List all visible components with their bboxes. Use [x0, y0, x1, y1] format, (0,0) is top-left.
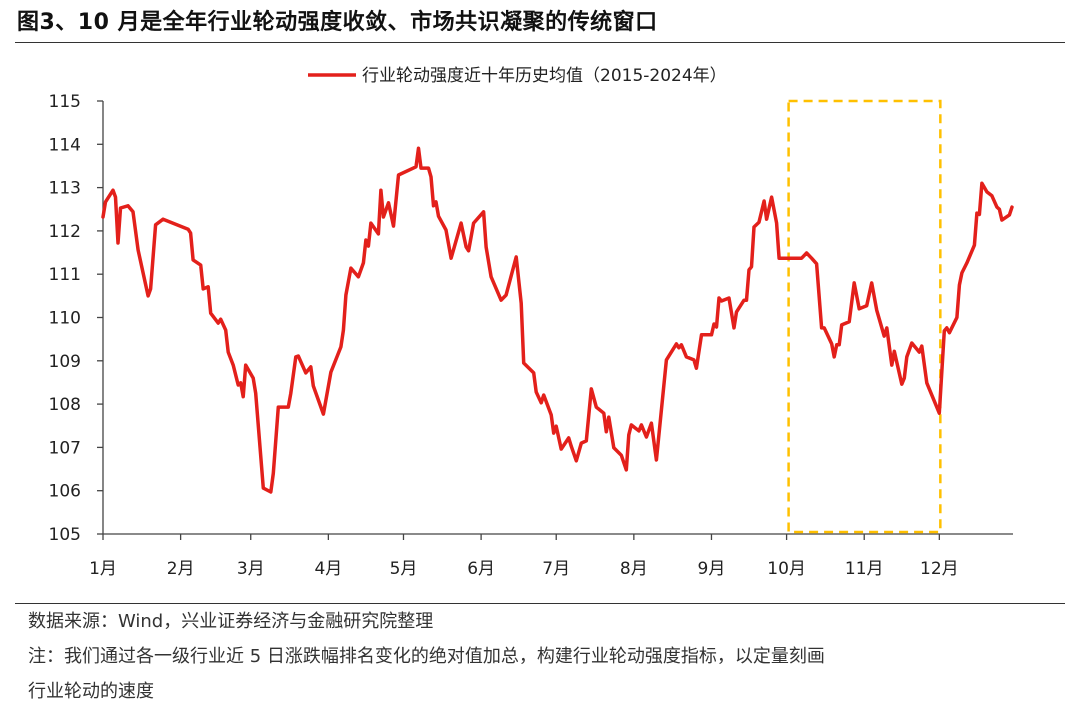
x-tick-label: 9月: [698, 559, 726, 579]
axes: 105 106 107 108 109 110 111 112 113 114 115 1月 2月 3月 4…: [49, 92, 1013, 579]
y-tick-label: 112: [49, 222, 81, 242]
y-tick-label: 115: [49, 92, 81, 112]
line-chart: 行业轮动强度近十年历史均值（2015-2024年） 10510610710810…: [49, 66, 1014, 579]
y-tick-label: 109: [49, 352, 81, 372]
x-tick-label: 2月: [167, 559, 195, 579]
x-tick-label: 6月: [467, 559, 495, 579]
y-tick-label: 105: [49, 525, 81, 545]
x-tick-label: 4月: [314, 559, 342, 579]
y-tick-label: 114: [49, 135, 81, 155]
footer-divider: [15, 603, 1065, 604]
source-note: 数据来源：Wind，兴业证券经济与金融研究院整理: [28, 611, 434, 632]
title-divider: [15, 42, 1065, 43]
method-note-cont: 行业轮动的速度: [28, 681, 154, 702]
x-tick-label: 1月: [89, 559, 117, 579]
series: [101, 146, 1014, 494]
x-tick-label: 11月: [845, 559, 884, 579]
y-tick-label: 107: [49, 438, 81, 458]
series-line: [101, 146, 1014, 494]
figure-title: 图3、10 月是全年行业轮动强度收敛、市场共识凝聚的传统窗口: [17, 10, 658, 35]
y-tick-label: 108: [49, 395, 81, 415]
y-tick-label: 111: [49, 265, 81, 285]
highlight-rect: [787, 99, 942, 534]
x-tick-label: 10月: [767, 559, 806, 579]
x-tick-label: 5月: [390, 559, 418, 579]
x-tick-label: 3月: [237, 559, 265, 579]
y-tick-label: 113: [49, 179, 81, 199]
method-note: 注：我们通过各一级行业近 5 日涨跌幅排名变化的绝对值加总，构建行业轮动强度指标…: [28, 646, 825, 667]
y-tick-label: 106: [49, 482, 81, 502]
y-tick-label: 110: [49, 309, 81, 329]
x-tick-label: 7月: [542, 559, 570, 579]
x-tick-label: 12月: [920, 559, 959, 579]
legend: 行业轮动强度近十年历史均值（2015-2024年）: [308, 66, 727, 86]
highlight-box: [787, 99, 942, 534]
x-tick-label: 8月: [620, 559, 648, 579]
legend-label: 行业轮动强度近十年历史均值（2015-2024年）: [362, 66, 727, 86]
